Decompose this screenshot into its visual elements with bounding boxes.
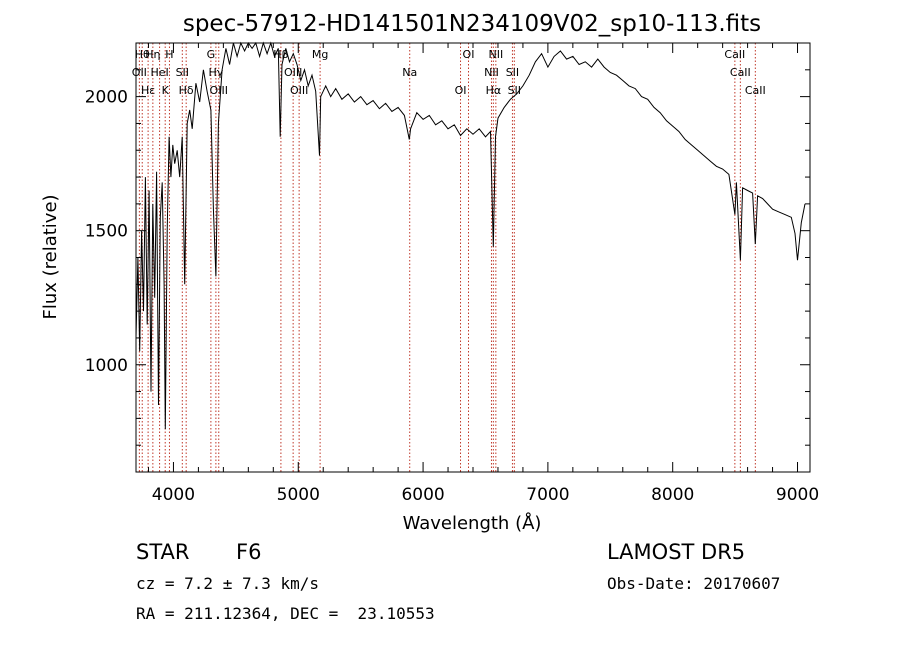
line-label-14: OIII xyxy=(290,84,308,97)
line-label-7: SII xyxy=(176,66,189,79)
line-label-6: H xyxy=(165,48,173,61)
line-label-18: OI xyxy=(463,48,475,61)
x-tick-label-0: 4000 xyxy=(152,485,195,505)
chart-title: spec-57912-HD141501N234109V02_sp10-113.f… xyxy=(183,11,761,37)
line-label-10: Hγ xyxy=(208,66,223,79)
line-label-15: Mg xyxy=(312,48,328,61)
line-label-4: HeI xyxy=(150,66,168,79)
line-label-20: Hα xyxy=(486,84,502,97)
line-label-24: CaII xyxy=(724,48,745,61)
redshift-velocity: cz = 7.2 ± 7.3 km/s xyxy=(136,574,320,593)
spectrum-line xyxy=(135,41,806,430)
survey-name: LAMOST DR5 xyxy=(607,540,746,564)
x-tick-label-3: 7000 xyxy=(526,485,569,505)
x-axis-ticks: 4000 5000 6000 7000 8000 9000 xyxy=(147,43,819,505)
line-labels: HθOIIHεHηHeIKHSIIHδGHγOIIIHβOIIIOIIIMgNa… xyxy=(132,48,766,97)
y-axis-label: Flux (relative) xyxy=(40,194,61,319)
y-tick-label-2: 2000 xyxy=(85,88,128,108)
line-label-9: G xyxy=(207,48,216,61)
line-label-2: Hε xyxy=(141,84,155,97)
object-subclass: F6 xyxy=(236,540,262,564)
line-label-11: OIII xyxy=(210,84,228,97)
line-label-19: NII xyxy=(484,66,499,79)
object-class: STAR xyxy=(136,540,190,564)
emission-line-markers xyxy=(138,43,756,472)
x-tick-label-2: 6000 xyxy=(401,485,444,505)
y-tick-label-1: 1500 xyxy=(85,222,128,242)
line-label-0: Hθ xyxy=(135,48,150,61)
line-label-23: SII xyxy=(508,84,521,97)
line-label-25: CaII xyxy=(730,66,751,79)
plot-frame xyxy=(135,42,811,473)
x-tick-label-5: 9000 xyxy=(776,485,819,505)
observation-date: Obs-Date: 20170607 xyxy=(607,574,781,593)
line-label-3: Hη xyxy=(145,48,160,61)
line-label-1: OII xyxy=(132,66,147,79)
line-label-22: SII xyxy=(506,66,519,79)
line-label-21: NII xyxy=(488,48,503,61)
ra-dec-coordinates: RA = 211.12364, DEC = 23.10553 xyxy=(136,604,435,623)
x-tick-label-1: 5000 xyxy=(277,485,320,505)
x-axis-label: Wavelength (Å) xyxy=(403,512,542,534)
y-tick-label-0: 1000 xyxy=(85,356,128,376)
line-label-26: CaII xyxy=(745,84,766,97)
line-label-17: OI xyxy=(455,84,467,97)
line-label-16: Na xyxy=(402,66,417,79)
line-label-5: K xyxy=(162,84,170,97)
line-label-8: Hδ xyxy=(179,84,194,97)
x-tick-label-4: 8000 xyxy=(651,485,694,505)
y-axis-ticks: 1000 1500 2000 xyxy=(85,42,810,446)
